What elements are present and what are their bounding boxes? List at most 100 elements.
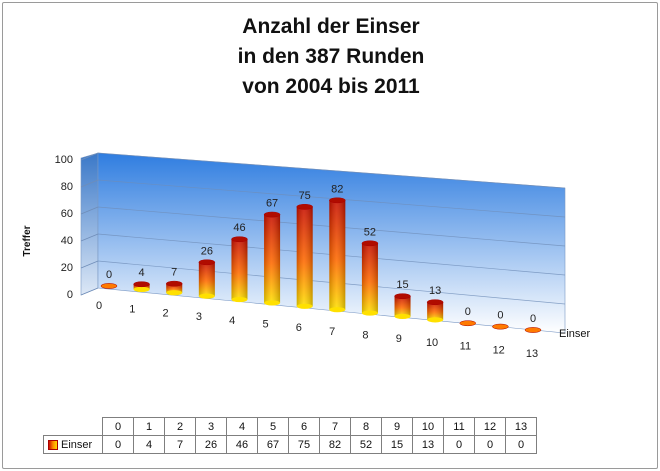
legend-key xyxy=(48,439,58,450)
bar-top xyxy=(133,281,150,288)
bar-shade xyxy=(198,262,215,297)
table-cell: 26 xyxy=(195,435,227,454)
table-cell: 75 xyxy=(288,435,320,454)
table-header-cell: 8 xyxy=(350,417,382,436)
side-gridline xyxy=(80,152,99,161)
table-header-cell: 4 xyxy=(226,417,258,436)
y-tick-label: 60 xyxy=(61,208,73,220)
y-axis-label: Treffer xyxy=(22,225,33,256)
x-tick-label: 13 xyxy=(526,348,538,360)
plot-walls xyxy=(80,152,566,334)
bar-shade xyxy=(427,302,444,320)
table-header-cell: 10 xyxy=(412,417,444,436)
data-label: 26 xyxy=(201,245,213,257)
series-name: Einser xyxy=(61,438,93,451)
bar-base xyxy=(231,296,248,303)
table-cell: 0 xyxy=(443,435,475,454)
side-gridline xyxy=(80,179,99,188)
x-tick-label: 12 xyxy=(493,344,505,356)
side-gridline xyxy=(80,287,99,296)
table-header-cell: 6 xyxy=(288,417,320,436)
table-cell: 0 xyxy=(102,435,134,454)
bar-top xyxy=(426,299,444,306)
table-cell: 67 xyxy=(257,435,289,454)
bar-shade xyxy=(361,243,378,314)
table-corner xyxy=(43,417,103,436)
x-tick-label: 4 xyxy=(229,315,235,327)
table-header-cell: 0 xyxy=(102,417,134,436)
bar-top xyxy=(231,236,248,243)
table-cell: 46 xyxy=(226,435,258,454)
bar-base xyxy=(296,303,313,309)
side-wall xyxy=(80,152,99,296)
table-row-header: Einser xyxy=(43,435,103,454)
data-label: 52 xyxy=(364,226,376,238)
x-tick-label: 3 xyxy=(196,311,202,323)
x-tick-label: 7 xyxy=(329,326,335,338)
y-tick-label: 100 xyxy=(55,154,73,166)
table-cell: 13 xyxy=(412,435,444,454)
bars xyxy=(100,197,542,333)
side-gridline xyxy=(80,260,99,269)
y-tick-label: 40 xyxy=(61,235,73,247)
table-cell: 4 xyxy=(133,435,165,454)
bar-base xyxy=(264,300,281,306)
data-label: 15 xyxy=(396,279,408,291)
bar-base xyxy=(166,290,183,296)
table-header-cell: 1 xyxy=(133,417,165,436)
data-label: 82 xyxy=(331,183,343,195)
bar-top xyxy=(100,283,118,289)
x-tick-label: 6 xyxy=(296,322,302,334)
table-cell: 15 xyxy=(381,435,413,454)
x-axis-ticks: 0 1 2 3 4 5 6 7 8 9 10 11 12 13 xyxy=(96,300,538,360)
table-header-cell: 11 xyxy=(443,417,475,436)
table-row: Einser 0 4 7 26 46 67 75 82 52 15 13 0 0 0 xyxy=(43,435,537,454)
bar-top xyxy=(263,211,281,218)
x-tick-label: 1 xyxy=(129,304,135,316)
bar-top xyxy=(459,320,477,327)
x-axis-label: Einser xyxy=(559,328,591,340)
bar-base xyxy=(361,310,378,316)
bar-base xyxy=(198,293,215,299)
bar-top xyxy=(296,203,313,210)
bar-shade xyxy=(166,283,183,293)
bar-top xyxy=(524,327,542,333)
table-cell: 52 xyxy=(350,435,382,454)
side-gridline xyxy=(80,233,99,242)
table-header-cell: 7 xyxy=(319,417,351,436)
x-tick-label: 10 xyxy=(426,337,438,349)
bar-shade xyxy=(231,239,248,300)
data-table: 0 1 2 3 4 5 6 7 8 9 10 11 12 13 Einser 0 4 7 26 46 67 75 82 52… xyxy=(43,417,537,454)
data-label: 0 xyxy=(497,310,503,322)
bar-base xyxy=(133,286,150,292)
bar-base xyxy=(427,317,444,323)
y-tick-label: 80 xyxy=(61,181,73,193)
table-header-cell: 5 xyxy=(257,417,289,436)
data-label: 67 xyxy=(266,198,278,210)
bar-base xyxy=(394,313,411,320)
x-tick-label: 5 xyxy=(262,318,268,330)
table-header-row: 0 1 2 3 4 5 6 7 8 9 10 11 12 13 xyxy=(43,417,537,436)
bar-top xyxy=(329,197,346,204)
y-axis-ticks: 0 20 40 60 80 100 xyxy=(55,154,73,301)
bar-shade xyxy=(296,206,313,307)
bar-shade xyxy=(329,200,346,310)
data-label: 13 xyxy=(429,285,441,297)
data-label: 0 xyxy=(465,306,471,318)
bar-top xyxy=(361,240,379,247)
bar-top xyxy=(492,323,509,330)
data-label: 0 xyxy=(106,269,112,281)
data-label: 7 xyxy=(171,267,177,279)
data-label: 75 xyxy=(299,190,311,202)
x-tick-label: 11 xyxy=(460,341,471,353)
y-tick-label: 20 xyxy=(61,262,73,274)
y-tick-label: 0 xyxy=(67,289,73,301)
x-tick-label: 8 xyxy=(362,330,368,342)
bar-base xyxy=(329,307,346,313)
gridline xyxy=(97,152,566,189)
table-cell: 82 xyxy=(319,435,351,454)
chart-svg: Anzahl der Einser in den 387 Runden von … xyxy=(22,15,591,360)
data-label: 46 xyxy=(233,222,245,234)
